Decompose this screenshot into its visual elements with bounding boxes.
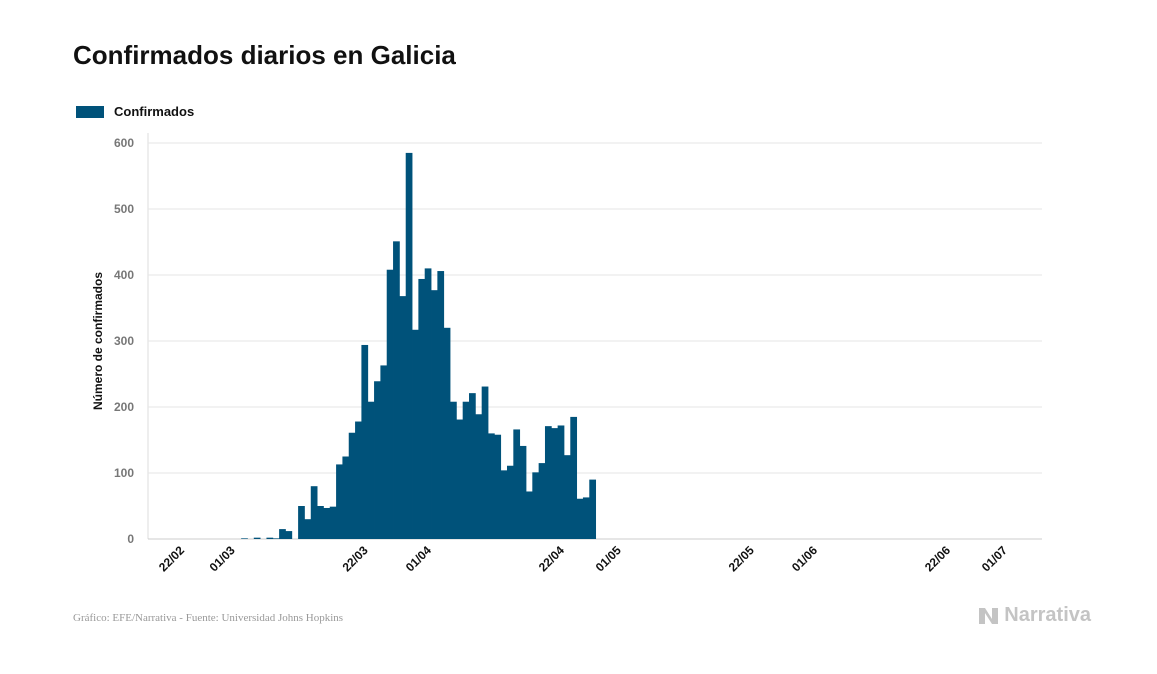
bar-16/04 (519, 445, 527, 539)
legend: Confirmados (76, 104, 194, 119)
bar-12/04 (494, 434, 502, 539)
bar-26/03 (386, 269, 394, 539)
bar-12/03 (298, 506, 305, 539)
bar-29/03 (405, 152, 413, 539)
brand-name: Narrativa (1004, 604, 1091, 626)
bar-21/04 (551, 428, 559, 539)
bar-06/04 (456, 419, 464, 539)
bar-03/03 (241, 538, 248, 539)
x-tick-label: 22/04 (536, 543, 567, 574)
bar-01/04 (424, 268, 432, 539)
y-tick-label: 500 (114, 202, 134, 216)
bar-16/03 (323, 507, 331, 539)
bar-02/04 (431, 290, 438, 539)
bar-27/04 (589, 479, 597, 539)
bar-23/04 (563, 455, 571, 539)
bar-13/04 (500, 470, 508, 539)
bar-05/03 (253, 537, 261, 539)
x-tick-label: 01/03 (207, 543, 238, 574)
bar-26/04 (582, 497, 590, 539)
y-tick-label: 200 (114, 400, 134, 414)
x-tick-label: 22/06 (922, 543, 953, 574)
bar-22/04 (557, 425, 565, 539)
bar-19/04 (538, 463, 546, 539)
bar-13/03 (304, 519, 312, 539)
y-axis-title: Número de confirmados (91, 272, 105, 410)
x-tick-label: 22/05 (726, 543, 757, 574)
narrativa-logo-icon (979, 607, 999, 624)
bar-20/03 (348, 432, 356, 539)
bar-03/04 (437, 271, 445, 539)
y-tick-label: 400 (114, 268, 134, 282)
bar-24/04 (570, 416, 578, 539)
legend-label: Confirmados (114, 104, 195, 119)
bar-04/04 (443, 327, 451, 539)
bar-30/03 (412, 329, 419, 539)
bar-17/03 (329, 506, 337, 539)
bar-22/03 (361, 344, 369, 539)
bar-09/04 (475, 414, 483, 539)
x-tick-label: 01/05 (593, 543, 624, 574)
bar-15/03 (317, 506, 324, 539)
bar-11/04 (488, 433, 495, 539)
bar-17/04 (525, 491, 533, 539)
bar-27/03 (393, 241, 400, 539)
bar-25/03 (380, 365, 388, 539)
bar-14/04 (506, 465, 514, 539)
bar-15/04 (513, 429, 521, 539)
bar-07/03 (266, 537, 274, 539)
x-tick-label: 22/02 (156, 543, 187, 574)
y-tick-label: 0 (127, 532, 134, 546)
bar-25/04 (576, 498, 584, 539)
y-tick-label: 300 (114, 334, 134, 348)
bar-10/04 (481, 386, 489, 539)
chart-title: Confirmados diarios en Galicia (73, 40, 456, 70)
bar-24/03 (374, 381, 381, 539)
bar-10/03 (285, 531, 293, 539)
bar-23/03 (367, 401, 375, 539)
bar-08/04 (469, 393, 476, 539)
bar-18/04 (532, 472, 540, 539)
bar-20/04 (544, 426, 552, 539)
bar-07/04 (462, 401, 470, 539)
brand-logo: Narrativa (978, 604, 1091, 627)
bar-18/03 (336, 464, 343, 539)
bar-05/04 (450, 401, 457, 539)
y-tick-label: 100 (114, 466, 134, 480)
bar-19/03 (342, 456, 350, 539)
bar-08/03 (272, 538, 280, 539)
bar-28/03 (399, 296, 407, 539)
bar-21/03 (355, 421, 362, 539)
bar-14/03 (310, 486, 318, 539)
legend-swatch (76, 105, 104, 118)
x-tick-label: 01/04 (403, 543, 434, 574)
bar-31/03 (418, 278, 426, 539)
y-tick-label: 600 (114, 136, 134, 150)
x-tick-label: 01/07 (979, 543, 1010, 574)
source-note: Gráfico: EFE/Narrativa - Fuente: Univers… (73, 612, 344, 624)
x-tick-label: 22/03 (340, 543, 371, 574)
bar-09/03 (279, 529, 286, 539)
x-tick-label: 01/06 (789, 543, 820, 574)
